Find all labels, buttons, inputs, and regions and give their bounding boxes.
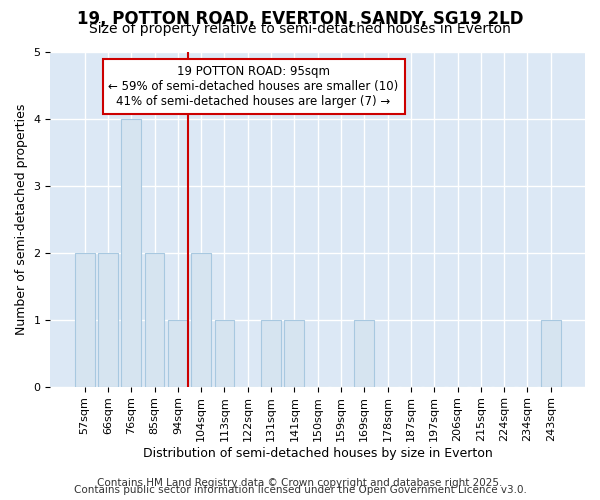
Bar bbox=[284, 320, 304, 386]
Bar bbox=[168, 320, 188, 386]
Text: 19 POTTON ROAD: 95sqm
← 59% of semi-detached houses are smaller (10)
41% of semi: 19 POTTON ROAD: 95sqm ← 59% of semi-deta… bbox=[109, 65, 398, 108]
Bar bbox=[191, 252, 211, 386]
Text: Contains public sector information licensed under the Open Government Licence v3: Contains public sector information licen… bbox=[74, 485, 526, 495]
Bar bbox=[261, 320, 281, 386]
Bar bbox=[541, 320, 561, 386]
Bar bbox=[215, 320, 235, 386]
X-axis label: Distribution of semi-detached houses by size in Everton: Distribution of semi-detached houses by … bbox=[143, 447, 493, 460]
Bar bbox=[145, 252, 164, 386]
Text: 19, POTTON ROAD, EVERTON, SANDY, SG19 2LD: 19, POTTON ROAD, EVERTON, SANDY, SG19 2L… bbox=[77, 10, 523, 28]
Bar bbox=[75, 252, 95, 386]
Y-axis label: Number of semi-detached properties: Number of semi-detached properties bbox=[15, 104, 28, 334]
Text: Contains HM Land Registry data © Crown copyright and database right 2025.: Contains HM Land Registry data © Crown c… bbox=[97, 478, 503, 488]
Text: Size of property relative to semi-detached houses in Everton: Size of property relative to semi-detach… bbox=[89, 22, 511, 36]
Bar bbox=[98, 252, 118, 386]
Bar bbox=[121, 118, 141, 386]
Bar bbox=[355, 320, 374, 386]
